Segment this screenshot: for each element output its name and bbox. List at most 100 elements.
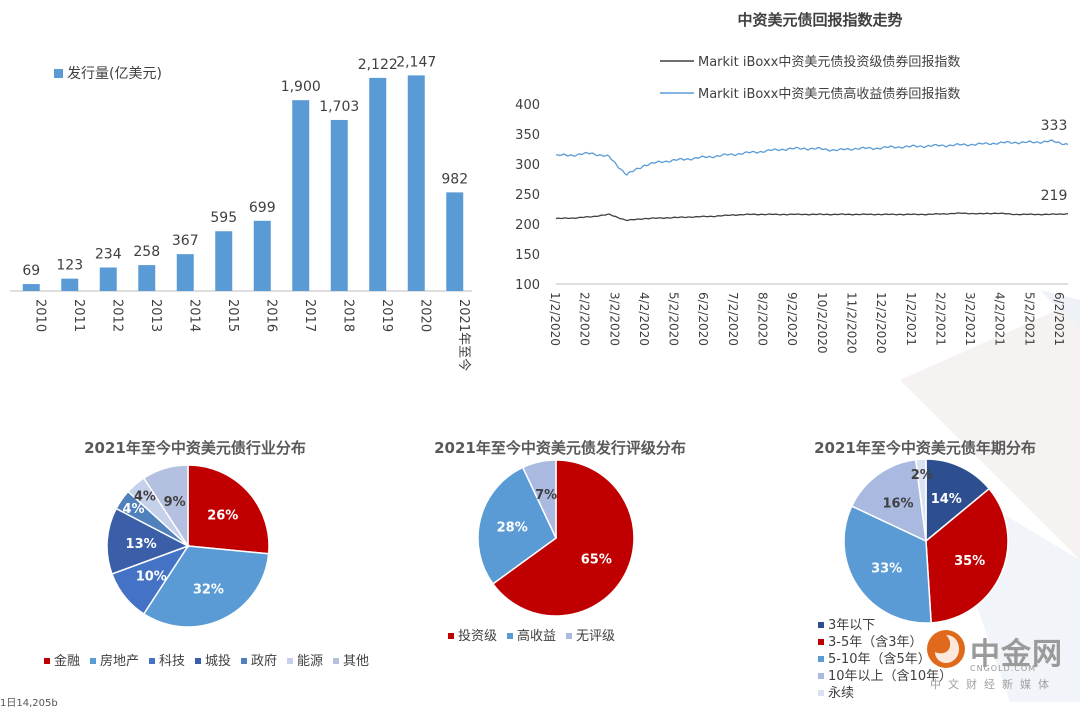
- legend-swatch: [90, 658, 96, 664]
- legend-label: Markit iBoxx中资美元债高收益债券回报指数: [698, 86, 960, 102]
- y-tick-label: 200: [515, 218, 540, 233]
- bar-value-label: 258: [133, 244, 160, 260]
- pie-slice-10年以上（含10年）: [850, 458, 927, 543]
- legend-label: 能源: [297, 654, 323, 669]
- x-tick-label: 12/2/2020: [874, 292, 888, 354]
- series-line: [556, 139, 1069, 176]
- bar-value-label: 699: [249, 200, 276, 216]
- x-tick-label: 11/2/2020: [844, 292, 858, 354]
- bar-value-label: 2,122: [358, 57, 398, 73]
- pie-slice-投资级: [491, 459, 635, 617]
- bar-value-label: 1,900: [281, 79, 321, 95]
- x-tick-label: 2017: [302, 299, 317, 332]
- legend-label: 金融: [54, 653, 80, 669]
- bar-2011: [61, 278, 79, 291]
- y-tick-label: 400: [515, 98, 540, 113]
- bar-2014: [176, 254, 194, 291]
- x-tick-label: 9/2/2020: [785, 292, 799, 346]
- x-tick-label: 3/2/2021: [963, 292, 977, 346]
- legend-swatch: [149, 658, 155, 664]
- watermark: 中金网 CNGOLD.COM 中文财经新媒体: [922, 625, 1072, 695]
- x-tick-label: 2019: [379, 299, 394, 332]
- x-tick-label: 7/2/2020: [726, 292, 740, 346]
- bar-2017: [292, 100, 310, 291]
- legend-label: 科技: [159, 654, 185, 669]
- legend-swatch: [287, 658, 293, 664]
- legend-label: 高收益: [517, 628, 556, 644]
- x-tick-label: 2015: [225, 299, 240, 332]
- bar-2019: [369, 77, 387, 292]
- legend-swatch: [54, 69, 63, 78]
- x-tick-label: 2010: [32, 299, 47, 332]
- bar-2013: [138, 265, 156, 291]
- bar-chart-issuance: 发行量(亿美元) 69 2010 123 2011 234 2012 258 2013 367 20…: [10, 54, 472, 371]
- chart-title: 中资美元债回报指数走势: [737, 11, 902, 29]
- legend-label: 其他: [343, 654, 369, 669]
- pie-slice-label: 26%: [207, 508, 238, 523]
- legend-label: 3-5年（含3年）: [828, 634, 923, 650]
- series-end-label: 333: [1041, 118, 1068, 134]
- pie-slice-无评级: [521, 459, 557, 539]
- bar-value-label: 69: [22, 263, 40, 279]
- logo-icon: [927, 630, 965, 668]
- x-tick-label: 2020: [417, 299, 432, 332]
- bar-2016: [253, 220, 271, 291]
- legend-swatch: [566, 633, 572, 639]
- legend-swatch: [44, 658, 50, 664]
- bar-value-label: 595: [210, 210, 237, 226]
- legend-label: 政府: [251, 654, 277, 669]
- bar-value-label: 982: [441, 171, 468, 187]
- chart-title: 2021年至今中资美元债发行评级分布: [434, 439, 686, 457]
- pie-slice-高收益: [477, 466, 557, 585]
- x-tick-label: 3/2/2020: [607, 292, 621, 346]
- bar-2010: [22, 284, 40, 291]
- pie-slice-label: 7%: [535, 488, 557, 503]
- legend-swatch: [818, 639, 824, 645]
- bar-2020: [407, 75, 425, 292]
- pie-slice-永续: [914, 458, 927, 542]
- bar-value-label: 2,147: [396, 54, 436, 70]
- pie-slice-金融: [187, 464, 270, 555]
- y-tick-label: 250: [515, 188, 540, 203]
- legend-label: 永续: [828, 686, 854, 701]
- y-tick-label: 100: [515, 278, 540, 293]
- pie-slice-label: 28%: [497, 521, 528, 536]
- pie-slice-label: 10%: [136, 569, 167, 584]
- legend-label: 发行量(亿美元): [67, 66, 162, 82]
- pie-chart-industry: 2021年至今中资美元债行业分布 26% 32% 10% 13% 4%4% 9% 金融 房地产 科…: [44, 439, 369, 669]
- pie-slice-label: 65%: [581, 553, 612, 568]
- pie-slice-3-5年（含3年）: [925, 487, 1009, 624]
- chart-title: 2021年至今中资美元债年期分布: [814, 439, 1036, 457]
- pie-slice-label: 35%: [954, 554, 985, 569]
- bar-2021年至今: [446, 192, 464, 291]
- legend-label: Markit iBoxx中资美元债投资级债券回报指数: [698, 54, 960, 70]
- bar-value-label: 1,703: [319, 99, 359, 115]
- x-tick-label: 2013: [148, 299, 163, 332]
- legend-swatch: [507, 633, 513, 639]
- pie-slice-label: 14%: [931, 492, 962, 507]
- legend-swatch: [195, 658, 201, 664]
- x-tick-label: 4/2/2021: [993, 292, 1007, 346]
- bar-value-label: 367: [172, 233, 199, 249]
- legend-label: 投资级: [458, 628, 497, 644]
- chart-title: 2021年至今中资美元债行业分布: [84, 439, 306, 457]
- bar-2018: [330, 119, 348, 291]
- x-tick-label: 2021年至今: [456, 299, 472, 371]
- line-chart-return-index: 中资美元债回报指数走势 Markit iBoxx中资美元债投资级债券回报指数 Mar…: [515, 11, 1069, 354]
- pie-slice-5-10年（含5年）: [843, 505, 932, 624]
- x-tick-label: 6/2/2020: [696, 292, 710, 346]
- legend-label: 房地产: [100, 653, 139, 669]
- x-tick-label: 4/2/2020: [637, 292, 651, 346]
- legend-swatch: [818, 673, 824, 679]
- x-tick-label: 1/2/2020: [548, 292, 562, 346]
- y-tick-label: 150: [515, 248, 540, 263]
- pie-slice-label: 13%: [126, 537, 157, 552]
- series-end-label: 219: [1041, 188, 1068, 204]
- legend-label: 3年以下: [828, 618, 875, 633]
- legend-swatch: [448, 633, 454, 639]
- x-tick-label: 2/2/2021: [933, 292, 947, 346]
- x-tick-label: 2018: [340, 299, 355, 332]
- pie-slice-其他: [142, 464, 189, 549]
- pie-slice-label: 4%: [122, 502, 144, 517]
- watermark-url: CNGOLD.COM: [970, 664, 1037, 673]
